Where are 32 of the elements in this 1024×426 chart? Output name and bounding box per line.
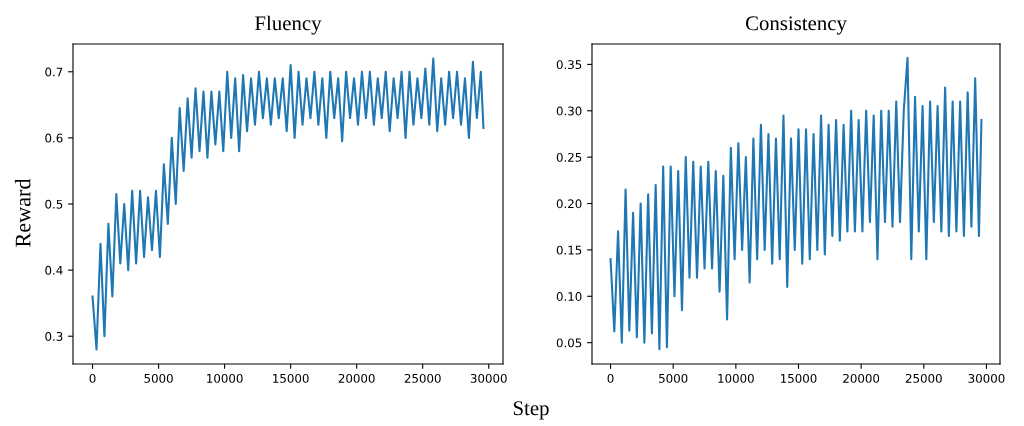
- y-tick-label: 0.35: [556, 60, 582, 70]
- y-tick-label: 0.6: [45, 133, 63, 143]
- y-tick-label: 0.05: [556, 338, 582, 348]
- line-series: [609, 56, 983, 351]
- x-tick-label: 5000: [144, 373, 173, 383]
- y-tick-label: 0.15: [556, 245, 582, 255]
- x-tick-label: 5000: [659, 373, 688, 383]
- x-tick-label: 25000: [404, 373, 441, 383]
- y-tick-label: 0.3: [45, 331, 63, 341]
- x-tick-label: 15000: [781, 373, 817, 383]
- y-tick-label: 0.10: [556, 292, 582, 301]
- y-tick-label: 0.25: [556, 152, 582, 162]
- y-tick-label: 0.4: [45, 265, 63, 275]
- x-axis-title: Step: [513, 401, 549, 420]
- x-tick-label: 30000: [470, 373, 507, 383]
- line-series: [91, 57, 485, 351]
- x-tick-label: 0: [89, 373, 96, 383]
- chart-title: Fluency: [255, 15, 322, 35]
- x-tick-label: 20000: [338, 373, 375, 383]
- x-tick-label: 25000: [905, 373, 942, 383]
- x-tick-label: 10000: [207, 373, 243, 383]
- y-tick-label: 0.30: [556, 106, 582, 116]
- x-tick-label: 15000: [273, 373, 309, 383]
- y-tick-label: 0.7: [45, 67, 63, 77]
- y-axis-title: Reward: [14, 178, 31, 247]
- x-tick-label: 20000: [843, 373, 880, 383]
- y-tick-label: 0.5: [45, 199, 63, 209]
- x-tick-label: 0: [607, 373, 614, 383]
- x-tick-label: 30000: [968, 373, 1005, 383]
- chart-title: Consistency: [745, 16, 847, 35]
- y-tick-label: 0.20: [556, 199, 582, 209]
- x-tick-label: 10000: [718, 373, 754, 383]
